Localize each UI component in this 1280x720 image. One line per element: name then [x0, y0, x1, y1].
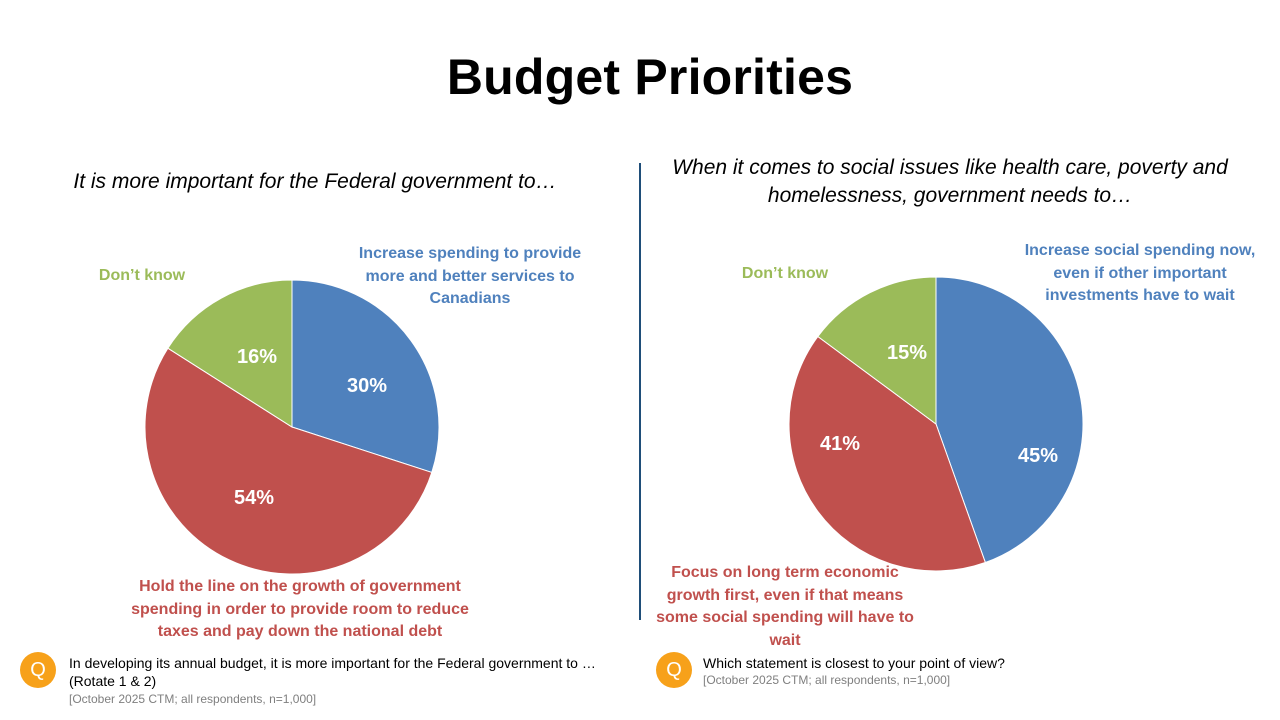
left-slice-label-increase-spending: Increase spending to provide more and be… — [358, 245, 582, 307]
right-pct-label-15: 15% — [886, 342, 928, 364]
right-pie-slice-2 — [817, 276, 937, 425]
left-pie-slice-1 — [144, 347, 433, 575]
right-pie-slice-1 — [788, 335, 986, 572]
right-slice-label-dont-know: Don’t know — [741, 265, 829, 282]
left-pct-label-16: 16% — [236, 346, 278, 368]
left-pct-label-30: 30% — [346, 375, 388, 397]
right-footer-question: Which statement is closest to your point… — [703, 655, 1005, 671]
left-footer-question-line1: In developing its annual budget, it is m… — [69, 655, 596, 671]
left-footer-question: In developing its annual budget, it is m… — [69, 654, 639, 690]
left-pie-slice-0 — [291, 279, 440, 474]
divider — [639, 163, 641, 620]
right-pie-slice-0 — [935, 276, 1084, 564]
left-pie-slice-2 — [167, 279, 293, 428]
left-chart-question: It is more important for the Federal gov… — [73, 170, 557, 193]
question-icon: Q — [20, 652, 56, 688]
right-slice-label-focus-long-term: Focus on long term economic growth first… — [656, 564, 914, 649]
left-footer-question-line2: (Rotate 1 & 2) — [69, 673, 157, 689]
left-pct-label-54: 54% — [233, 487, 275, 509]
left-slice-label-hold-the-line: Hold the line on the growth of governmen… — [131, 578, 469, 640]
right-pct-label-41: 41% — [819, 433, 861, 455]
question-icon: Q — [656, 652, 692, 688]
left-slice-label-dont-know: Don’t know — [98, 267, 186, 284]
left-footer-source: [October 2025 CTM; all respondents, n=1,… — [69, 692, 317, 706]
page-title: Budget Priorities — [446, 49, 854, 105]
right-pct-label-45: 45% — [1017, 445, 1059, 467]
right-footer-source: [October 2025 CTM; all respondents, n=1,… — [703, 673, 951, 687]
right-slice-label-increase-social-spending: Increase social spending now, even if ot… — [1024, 242, 1256, 304]
right-chart-question: When it comes to social issues like heal… — [672, 156, 1228, 207]
